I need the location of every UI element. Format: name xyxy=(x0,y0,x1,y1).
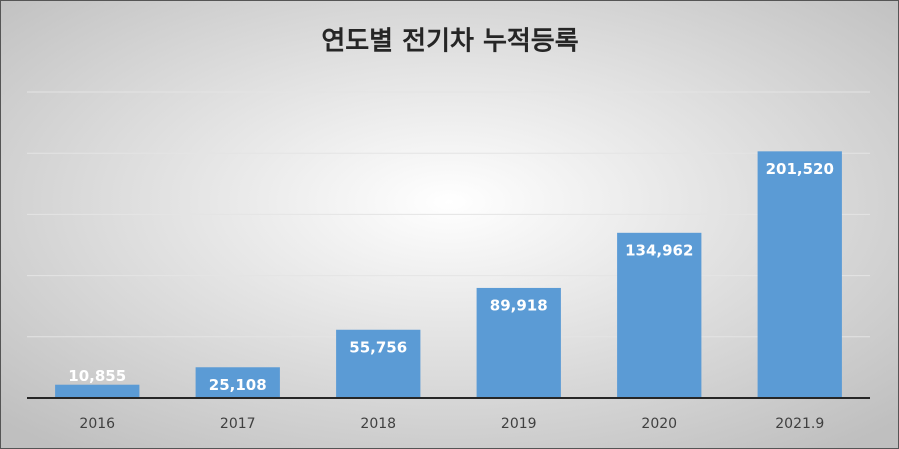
bar xyxy=(617,232,702,398)
value-label: 10,855 xyxy=(68,367,126,385)
x-tick-label: 2020 xyxy=(641,416,677,432)
bar xyxy=(757,151,842,398)
value-label: 25,108 xyxy=(209,376,267,394)
x-tick-label: 2016 xyxy=(79,416,115,432)
x-tick-label: 2021.9 xyxy=(775,416,824,432)
x-tick-label: 2019 xyxy=(501,416,537,432)
value-label: 89,918 xyxy=(490,296,548,314)
x-tick-label: 2018 xyxy=(360,416,396,432)
value-label: 134,962 xyxy=(625,241,693,259)
bar xyxy=(336,329,421,398)
value-label: 201,520 xyxy=(766,160,834,178)
x-tick-label: 2017 xyxy=(220,416,256,432)
bar xyxy=(476,287,561,398)
value-label: 55,756 xyxy=(349,338,407,356)
chart-title: 연도별 전기차 누적등록 xyxy=(321,27,578,57)
bar xyxy=(195,367,280,398)
bar xyxy=(55,384,140,398)
